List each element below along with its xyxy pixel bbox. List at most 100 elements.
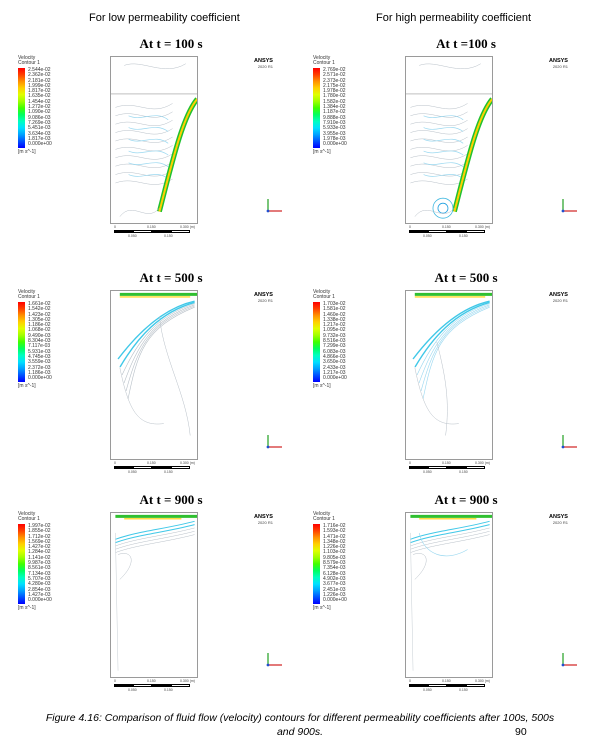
scale-bar: 0 0.150 0.300 (m) 0.050 0.150 (114, 461, 204, 478)
flow-domain (110, 56, 198, 224)
streamline (115, 119, 173, 126)
panel-low-900: At t = 900 s Velocity Contour 1 1.997e-02 1.… (18, 492, 308, 720)
legend-tick: 1.305e-02 (28, 316, 51, 323)
legend-color-bar (313, 524, 320, 604)
column-heading-high: For high permeability coefficient (376, 12, 532, 24)
streamline (412, 553, 427, 580)
legend-tick: 5.707e-03 (28, 575, 51, 582)
legend-title: Velocity (18, 289, 36, 295)
streamline (115, 520, 195, 540)
streamline (128, 138, 169, 144)
brand-version: 2020 R1 (552, 298, 568, 303)
legend-tick: 1.284e-02 (28, 549, 51, 556)
streamline (423, 150, 464, 156)
streamline (115, 527, 195, 547)
streamline (159, 316, 191, 436)
streamline (410, 531, 490, 550)
legend-tick: 7.134e-03 (28, 570, 51, 577)
streamline (423, 162, 464, 168)
legend-tick: 9.888e-03 (323, 114, 346, 121)
legend-tick: 1.661e-02 (28, 301, 51, 307)
legend-tick: 1.542e-02 (28, 306, 51, 313)
legend-unit: [m s^-1] (313, 604, 331, 611)
ansys-logo: ANSYS 2020 R1 (254, 514, 273, 525)
legend-tick: 7.299e-03 (323, 343, 346, 350)
legend-tick: 1.090e-02 (28, 109, 51, 116)
streamline (115, 532, 119, 671)
streamline (436, 341, 448, 436)
velocity-contour-plot (115, 514, 197, 671)
page-number: 90 (515, 726, 527, 738)
legend-tick: 7.354e-03 (323, 565, 346, 572)
streamline (115, 161, 173, 168)
legend-tick: 2.372e-03 (28, 364, 51, 371)
legend-subtitle: Contour 1 (313, 60, 335, 67)
ansys-logo: ANSYS 2020 R1 (254, 292, 273, 303)
legend-tick: 1.427e-02 (28, 544, 51, 551)
scale-label: 0.150 (459, 470, 468, 474)
legend-tick: 7.910e-03 (323, 119, 346, 126)
scale-label: 0.050 (128, 234, 137, 238)
scale-label: 0 (114, 461, 116, 465)
brand-version: 2020 R1 (257, 520, 273, 525)
scale-bar: 0 0.150 0.300 (m) 0.050 0.150 (409, 225, 499, 242)
axis-triad-icon (559, 650, 581, 668)
legend-unit: [m s^-1] (313, 382, 331, 389)
scale-label: 0 (114, 225, 116, 229)
scale-label: 0.150 (164, 470, 173, 474)
legend-title: Velocity (313, 289, 331, 295)
flow-domain (110, 290, 198, 460)
legend-tick: 1.569e-02 (28, 538, 51, 545)
legend-tick: 4.280e-03 (28, 581, 51, 588)
legend-tick: 1.460e-02 (323, 311, 346, 318)
streamline (115, 145, 173, 152)
brand-name: ANSYS (549, 292, 568, 298)
streamline (410, 161, 468, 168)
scale-label: 0.300 (m) (475, 461, 490, 465)
streamline (410, 153, 468, 160)
axis-triad-icon (559, 432, 581, 450)
ansys-logo: ANSYS 2020 R1 (549, 292, 568, 303)
legend-tick: 9.732e-03 (323, 332, 346, 339)
legend-subtitle: Contour 1 (313, 294, 335, 301)
flow-domain (405, 290, 493, 460)
scale-label: 0.150 (442, 225, 451, 229)
velocity-legend: Velocity Contour 1 2.544e-02 2.362e-02 2.181… (18, 55, 78, 154)
legend-tick: 1.471e-02 (323, 533, 346, 540)
streamline (414, 367, 459, 425)
streamline (123, 304, 195, 384)
scale-label: 0 (409, 679, 411, 683)
streamline (119, 208, 160, 217)
legend-tick: 3.634e-03 (28, 130, 51, 137)
streamline (410, 520, 490, 540)
panel-title: At t = 500 s (434, 270, 498, 285)
legend-tick: 2.571e-02 (323, 72, 346, 79)
streamline (419, 63, 481, 69)
scale-label: 0.300 (m) (475, 225, 490, 229)
streamline (410, 170, 468, 177)
legend-tick: 1.780e-02 (323, 93, 346, 100)
legend-tick: 1.817e-03 (28, 135, 51, 142)
panel-title: At t =100 s (436, 36, 496, 51)
legend-subtitle: Contour 1 (18, 294, 40, 301)
legend-tick: 1.384e-02 (323, 104, 346, 111)
scale-label: 0.150 (442, 461, 451, 465)
legend-tick: 7.269e-03 (28, 119, 51, 126)
legend-tick: 2.451e-03 (323, 586, 346, 593)
brand-name: ANSYS (549, 58, 568, 64)
legend-tick: 1.427e-03 (28, 591, 51, 598)
legend-tick: 9.805e-03 (323, 554, 346, 561)
streamline (125, 305, 195, 392)
legend-subtitle: Contour 1 (313, 516, 335, 523)
flow-domain (110, 512, 198, 678)
streamline (128, 162, 169, 168)
legend-tick: 1.338e-02 (323, 316, 346, 323)
streamline (420, 305, 490, 392)
legend-tick: 4.902e-03 (323, 575, 346, 582)
streamline (423, 138, 464, 144)
scale-label: 0.300 (m) (180, 225, 195, 229)
flow-domain (405, 56, 493, 224)
legend-tick: 3.677e-03 (323, 581, 346, 588)
legend-tick: 5.931e-03 (28, 348, 51, 355)
scale-label: 0.050 (423, 470, 432, 474)
